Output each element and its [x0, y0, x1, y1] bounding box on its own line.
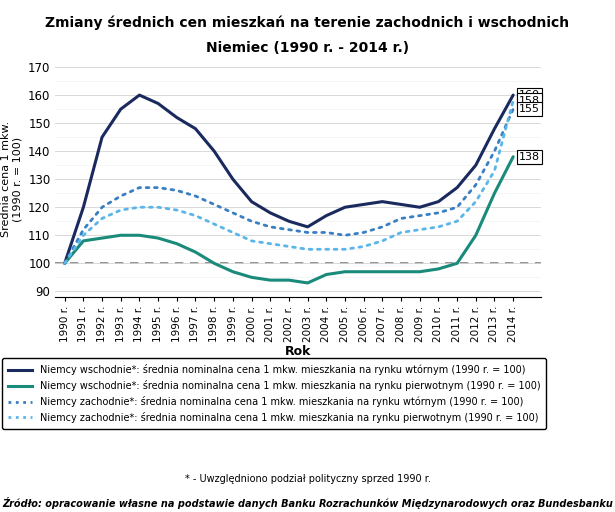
Text: 155: 155: [519, 104, 540, 114]
Text: 158: 158: [519, 96, 540, 105]
Legend: Niemcy wschodnie*: średnia nominalna cena 1 mkw. mieszkania na rynku wtórnym (19: Niemcy wschodnie*: średnia nominalna cen…: [2, 358, 546, 429]
Text: 138: 138: [519, 152, 540, 162]
Y-axis label: Średnia cena 1 mkw.
(1990 r. = 100): Średnia cena 1 mkw. (1990 r. = 100): [1, 121, 23, 238]
Text: Zmiany średnich cen mieszkań na terenie zachodnich i wschodnich: Zmiany średnich cen mieszkań na terenie …: [46, 15, 569, 30]
Text: * - Uwzględniono podział polityczny sprzed 1990 r.: * - Uwzględniono podział polityczny sprz…: [184, 474, 430, 484]
Text: Źródło: opracowanie własne na podstawie danych Banku Rozrachunków Międzynarodowy: Źródło: opracowanie własne na podstawie …: [2, 498, 613, 509]
Text: 160: 160: [519, 90, 540, 100]
X-axis label: Rok: Rok: [285, 345, 311, 358]
Text: Niemiec (1990 r. - 2014 r.): Niemiec (1990 r. - 2014 r.): [206, 41, 409, 55]
